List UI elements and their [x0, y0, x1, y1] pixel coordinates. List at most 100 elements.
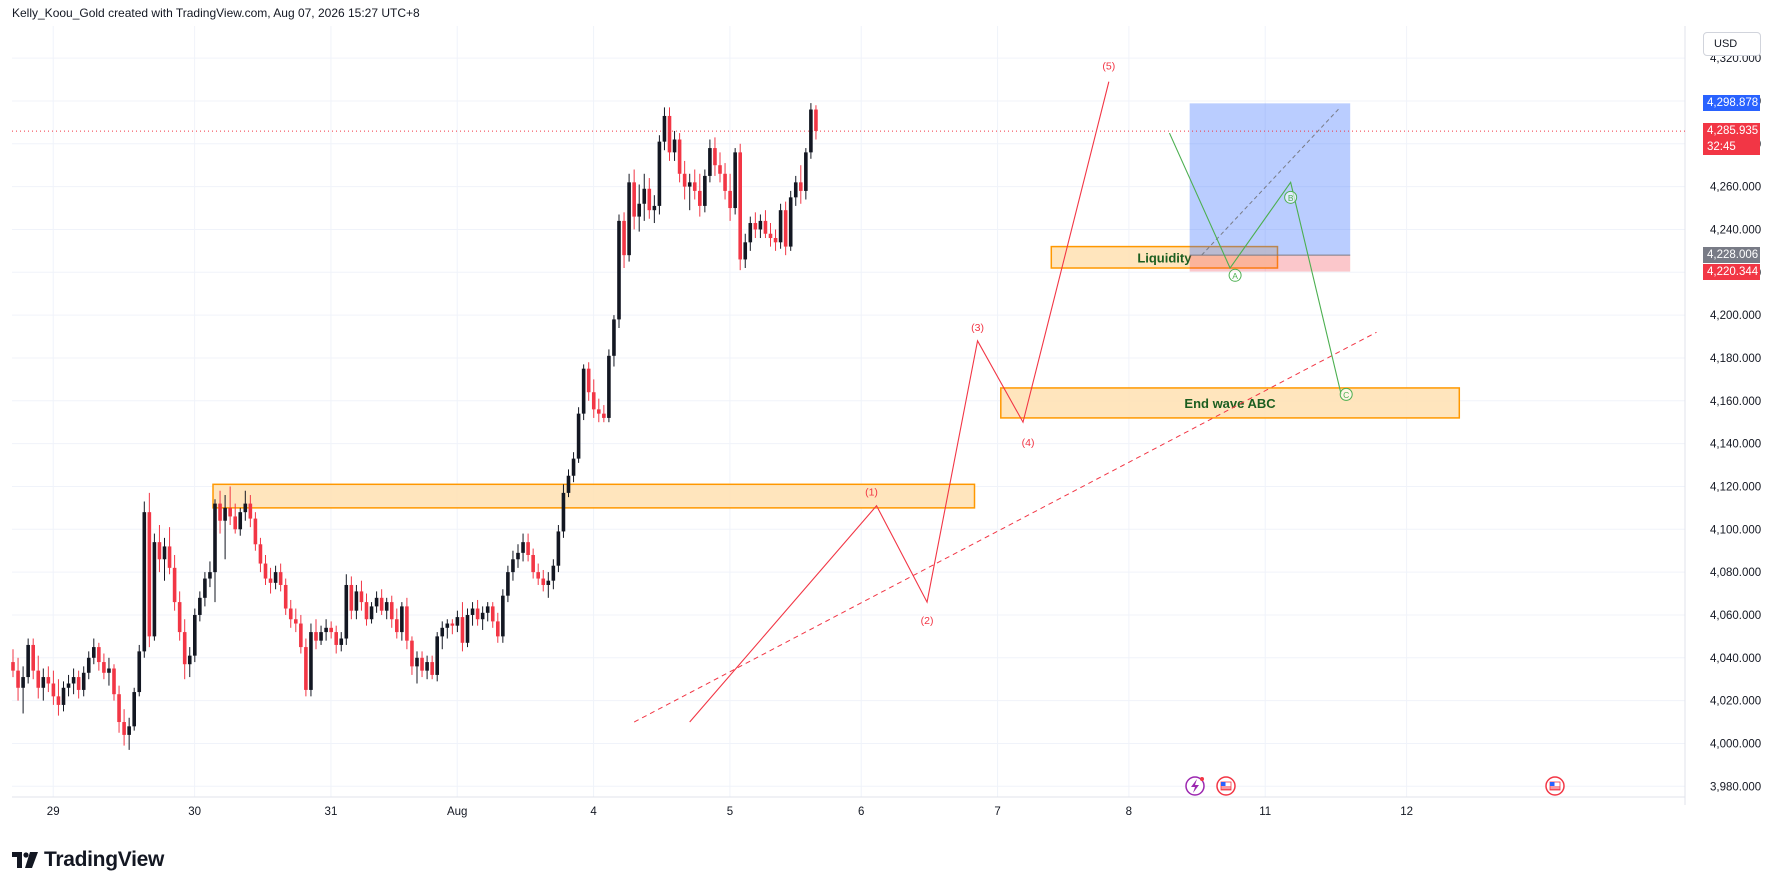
candle-body — [107, 668, 111, 673]
candle-body — [304, 647, 308, 690]
candle-body — [738, 152, 742, 260]
wave-label: (4) — [1022, 437, 1035, 449]
y-tick-label: 4,140.000 — [1710, 439, 1761, 451]
candle-body — [647, 188, 652, 211]
candle-body — [541, 578, 546, 585]
candle-body — [268, 578, 273, 583]
candle-body — [420, 657, 424, 671]
candle-body — [465, 614, 470, 643]
candle-body — [309, 632, 313, 690]
candle-body — [698, 190, 702, 206]
candle-body — [692, 182, 697, 191]
candle-body — [319, 632, 323, 641]
zone-label: Liquidity — [1137, 250, 1192, 265]
candle-body — [733, 152, 737, 209]
candle-body — [66, 683, 71, 688]
candle-body — [384, 602, 389, 611]
stop-price-badge: 4,220.344 — [1703, 263, 1760, 280]
candle-body — [102, 662, 106, 673]
candle-body — [76, 677, 81, 690]
candle-body — [41, 677, 46, 688]
loss-zone — [1189, 255, 1351, 272]
wave-labels-layer: (1) (2) (3) (4) (5) A B C — [865, 61, 1353, 627]
candle-body — [496, 621, 500, 637]
chart-caption: Kelly_Koou_Gold created with TradingView… — [12, 6, 420, 20]
candle-body — [682, 173, 687, 187]
x-tick-label: 4 — [590, 806, 597, 818]
abc-label-circle — [1284, 190, 1298, 204]
event-dot-icon — [1200, 777, 1204, 781]
candle-body — [607, 355, 611, 418]
candle-body — [71, 677, 76, 684]
candle-body — [788, 197, 793, 247]
candle-body — [480, 612, 485, 620]
candle-body — [470, 608, 475, 615]
candle-body — [238, 512, 243, 530]
zone-box — [1050, 245, 1279, 269]
candle-body — [657, 141, 662, 206]
candle-body — [455, 617, 460, 626]
candle-body — [162, 546, 167, 560]
candle-body — [193, 614, 197, 656]
abc-label: B — [1288, 193, 1294, 203]
candle-body — [172, 567, 177, 603]
candle-body — [728, 190, 732, 209]
wave-label: (3) — [971, 322, 984, 334]
candle-body — [31, 644, 35, 671]
axes: 4,320.0004,300.0004,280.0004,260.0004,24… — [12, 26, 1761, 818]
candle-body — [339, 638, 344, 645]
elliott-wave-path — [689, 81, 1110, 723]
candle-body — [213, 503, 217, 573]
candle-body — [253, 518, 258, 545]
candle-body — [571, 458, 576, 476]
candle-body — [334, 632, 338, 645]
candle-body — [632, 182, 636, 217]
currency-button[interactable]: USD — [1703, 32, 1761, 56]
candle-body — [288, 608, 293, 620]
candle-body — [662, 115, 667, 142]
candle-body — [556, 531, 561, 566]
candle-body — [435, 636, 439, 675]
candle-body — [713, 148, 717, 166]
candle-body — [445, 623, 450, 628]
abc-label-circle — [1339, 387, 1353, 401]
candle-body — [677, 139, 682, 174]
y-tick-label: 4,100.000 — [1710, 524, 1761, 536]
tradingview-logo[interactable]: TradingView — [12, 848, 164, 872]
candle-body — [410, 640, 414, 667]
candle-body — [748, 223, 753, 243]
candle-body — [97, 647, 101, 663]
candle-body — [228, 507, 232, 517]
candle-body — [501, 595, 505, 637]
candle-body — [814, 109, 818, 131]
candle-body — [622, 220, 626, 256]
candle-body — [132, 692, 136, 727]
candle-body — [157, 542, 162, 560]
candle-body — [627, 182, 631, 256]
candle-body — [546, 580, 551, 585]
zone-box — [1000, 387, 1461, 419]
candle-body — [152, 542, 157, 637]
candle-body — [460, 617, 465, 643]
y-tick-label: 4,040.000 — [1710, 653, 1761, 665]
candle-body — [581, 368, 586, 414]
candle-body — [278, 572, 283, 585]
candle-body — [763, 220, 768, 234]
candle-body — [799, 182, 803, 191]
candle-body — [576, 413, 581, 459]
candle-body — [586, 368, 591, 393]
candle-body — [602, 413, 606, 418]
x-tick-label: Aug — [447, 806, 467, 818]
candle-body — [223, 507, 227, 521]
candle-body — [389, 602, 394, 620]
candle-body — [743, 242, 748, 260]
candle-body — [203, 578, 207, 598]
tradingview-logo-text: TradingView — [44, 848, 165, 871]
candle-body — [167, 546, 172, 568]
x-tick-label: 7 — [994, 806, 1000, 818]
candle-body — [506, 572, 510, 596]
candle-body — [687, 182, 692, 187]
target-price-badge: 4,298.878 — [1703, 95, 1760, 112]
candle-body — [450, 623, 455, 626]
